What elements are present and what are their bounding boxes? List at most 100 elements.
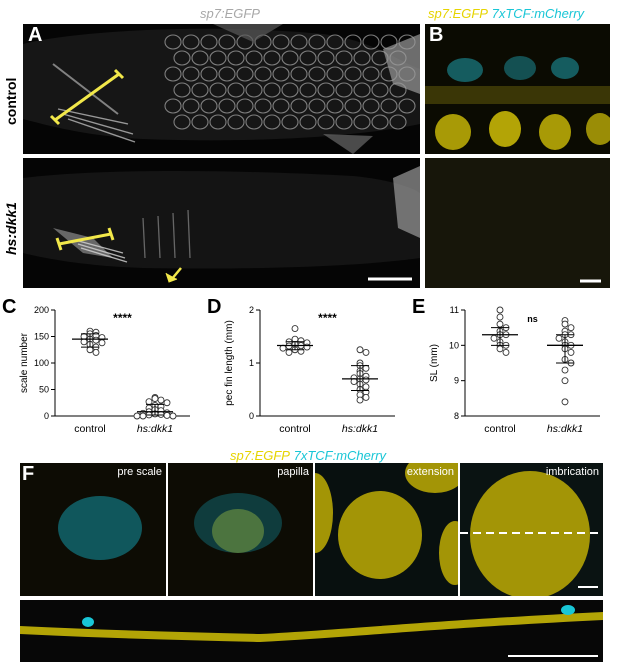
data-point	[98, 339, 106, 347]
scale-shape	[236, 98, 254, 114]
imbrication-illustration	[460, 471, 603, 596]
panel-b-mcherry-label: 7xTCF:mCherry	[491, 6, 585, 21]
scale-shape	[227, 50, 245, 66]
data-point	[86, 346, 94, 354]
scale-shape	[290, 98, 308, 114]
panel-f-stage-4: imbrication	[460, 463, 603, 596]
scale-shape	[191, 114, 209, 130]
row-label-hs-dkk1: hs:dkk1	[3, 202, 19, 255]
scale-shape	[281, 50, 299, 66]
control-fin-bracket	[54, 72, 120, 122]
data-point	[561, 377, 569, 385]
data-point	[163, 412, 171, 419]
y-axis-label: pec fin length (mm)	[224, 320, 235, 406]
panel-d: D 0 1 2 pec fin length (mm) control hs:dkk1 **…	[205, 296, 410, 446]
scale-shape	[227, 114, 245, 130]
data-point	[502, 348, 510, 356]
scale-shape	[290, 34, 308, 50]
scale-shape	[200, 34, 218, 50]
y-tick-label: 200	[34, 305, 49, 315]
control-scale-rows	[164, 34, 416, 130]
scale-shape	[245, 114, 263, 130]
scale-shape	[263, 114, 281, 130]
scale-shape	[209, 50, 227, 66]
scale-shape	[308, 98, 326, 114]
y-axis-label: scale number	[19, 332, 30, 393]
scale-shape	[299, 50, 317, 66]
panel-f-reslice	[20, 600, 603, 662]
data-point	[496, 320, 504, 328]
scale-shape	[209, 82, 227, 98]
data-point	[151, 395, 159, 402]
panel-f-stage-1: pre scale	[20, 463, 166, 596]
scale-shape	[209, 114, 227, 130]
data-point	[297, 347, 305, 355]
data-point	[356, 396, 364, 404]
extension-illustration	[315, 463, 458, 585]
stage-label-papilla: papilla	[277, 466, 309, 478]
scale-shape	[344, 66, 362, 82]
stage-label-imbrication: imbrication	[545, 466, 599, 478]
scale-shape	[317, 82, 335, 98]
scale-shape	[398, 98, 416, 114]
x-category-label: control	[279, 423, 311, 435]
x-category-label: hs:dkk1	[137, 423, 173, 435]
panel-b-egfp-label: sp7:EGFP	[428, 6, 488, 21]
scale-shape	[182, 66, 200, 82]
data-point	[92, 348, 100, 356]
scale-shape	[164, 66, 182, 82]
scale-shape	[173, 50, 191, 66]
scale-shape	[299, 82, 317, 98]
y-tick-label: 100	[34, 358, 49, 368]
scale-shape	[164, 34, 182, 50]
scale-shape	[362, 98, 380, 114]
panel-a-dkk1-image	[23, 158, 420, 288]
scale-shape	[272, 66, 290, 82]
scale-shape	[263, 82, 281, 98]
y-tick-label: 50	[39, 385, 49, 395]
data-point	[362, 393, 370, 401]
scale-shape	[299, 114, 317, 130]
scale-shape	[290, 66, 308, 82]
data-point	[157, 396, 165, 404]
x-category-label: hs:dkk1	[342, 423, 378, 435]
scale-shape	[281, 82, 299, 98]
data-point	[285, 348, 293, 356]
scale-shape	[191, 82, 209, 98]
scale-shape	[317, 114, 335, 130]
data-point	[561, 366, 569, 374]
y-tick-label: 150	[34, 332, 49, 342]
panel-a-letter: A	[28, 24, 43, 46]
data-point	[496, 306, 504, 314]
control-fish-illustration	[23, 24, 420, 154]
panel-c-letter: C	[2, 296, 17, 318]
significance-label: ****	[318, 311, 337, 325]
scale-shape	[173, 114, 191, 130]
scale-shape	[227, 82, 245, 98]
scale-shape	[200, 98, 218, 114]
significance-label: ns	[527, 314, 538, 324]
scale-shape	[335, 114, 353, 130]
data-point	[133, 412, 141, 420]
scale-shape	[317, 50, 335, 66]
scale-shape	[164, 98, 182, 114]
scale-shape	[182, 98, 200, 114]
panel-c: C 0 50 100 150 200 scale number control hs:dkk1…	[0, 296, 205, 446]
data-point	[567, 348, 575, 356]
data-point	[145, 398, 153, 406]
y-tick-label: 9	[454, 376, 459, 386]
chart-scale-number: 0 50 100 150 200 scale number control hs:dkk1 **…	[19, 305, 190, 435]
data-point	[291, 325, 299, 332]
panel-b-dkk1-illustration	[425, 158, 610, 288]
data-point	[362, 348, 370, 356]
scale-shape	[308, 66, 326, 82]
data-point	[362, 364, 370, 372]
scale-shape	[362, 66, 380, 82]
y-tick-label: 8	[454, 411, 459, 421]
scale-shape	[344, 34, 362, 50]
y-tick-label: 11	[450, 305, 459, 315]
data-point	[490, 334, 498, 342]
panel-f-egfp-label: sp7:EGFP	[230, 448, 290, 463]
scale-shape	[236, 66, 254, 82]
scale-shape	[272, 98, 290, 114]
